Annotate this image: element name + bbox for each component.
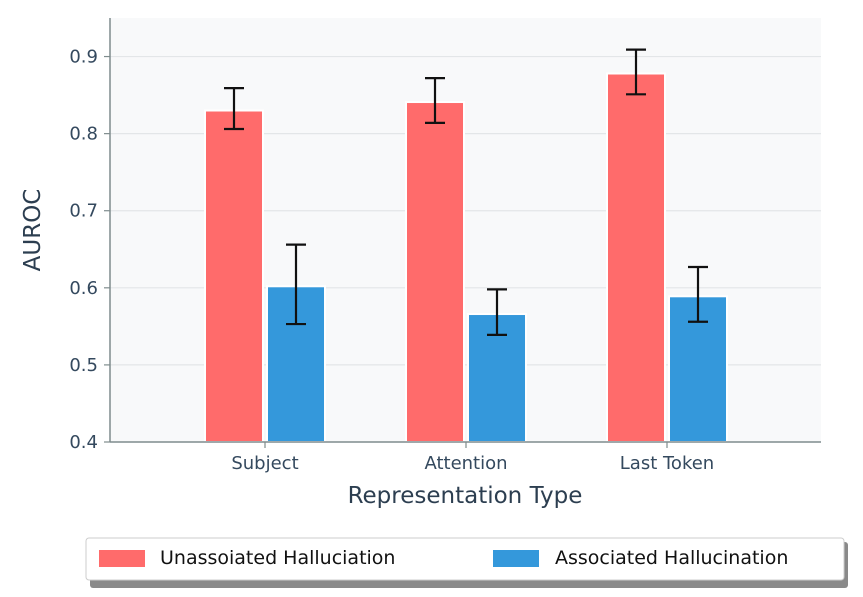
legend-swatch-unassociated (99, 550, 145, 567)
x-tick-label: Subject (231, 453, 298, 474)
x-tick-label: Attention (424, 453, 507, 474)
y-tick-label: 0.4 (69, 432, 98, 453)
x-axis-label: Representation Type (348, 483, 583, 509)
y-tick-label: 0.5 (69, 355, 98, 376)
legend-swatch-associated (493, 550, 539, 567)
y-tick-label: 0.6 (69, 278, 98, 299)
legend-label-unassociated: Unassoiated Halluciation (160, 547, 395, 569)
bar-unassociated-2 (606, 72, 666, 443)
y-axis-label: AUROC (20, 189, 46, 272)
x-ticks: Subject Attention Last Token (231, 442, 714, 474)
y-tick-label: 0.9 (69, 47, 98, 68)
y-ticks: 0.4 0.5 0.6 0.7 0.8 0.9 (69, 47, 110, 453)
legend-box (85, 537, 845, 581)
legend: Unassoiated Halluciation Associated Hall… (85, 537, 848, 588)
bar-unassociated-1 (405, 101, 465, 444)
y-tick-label: 0.8 (69, 124, 98, 145)
x-tick-label: Last Token (620, 453, 714, 474)
legend-label-associated: Associated Hallucination (555, 547, 788, 569)
error-bars (224, 48, 708, 336)
y-tick-label: 0.7 (69, 201, 98, 222)
bar-unassociated-0 (204, 109, 264, 443)
